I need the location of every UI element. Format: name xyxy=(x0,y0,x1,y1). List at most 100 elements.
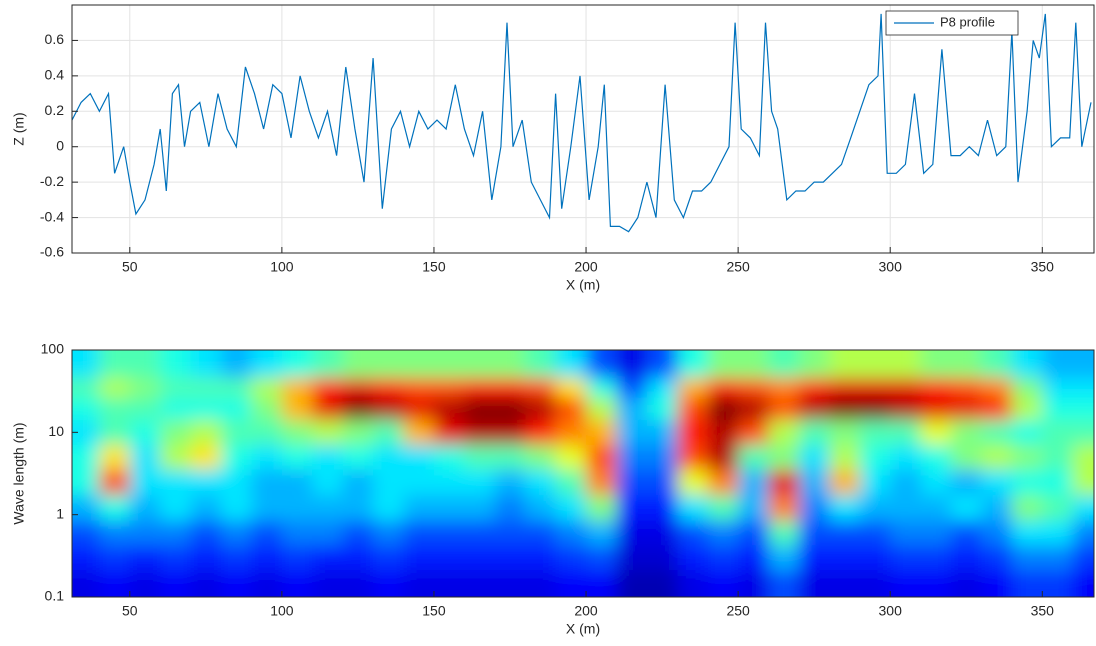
heatmap-cell xyxy=(1072,377,1094,399)
x-tick-label: 250 xyxy=(726,259,750,275)
y-tick-label: 100 xyxy=(41,341,65,357)
heatmap-cells xyxy=(72,350,1094,597)
heatmap-cell xyxy=(99,444,131,471)
heatmap-cell xyxy=(72,444,100,471)
heatmap-cell xyxy=(920,469,952,496)
heatmap-cell xyxy=(494,545,526,571)
heatmap-cell xyxy=(525,545,557,571)
heatmap-cell xyxy=(433,397,465,421)
heatmap-cell xyxy=(920,444,952,471)
heatmap-cell xyxy=(890,444,922,471)
heatmap-cell xyxy=(129,545,161,571)
heatmap-cell xyxy=(72,545,100,571)
heatmap-cell xyxy=(433,545,465,571)
heatmap-cell xyxy=(646,350,678,379)
heatmap-cell xyxy=(890,469,922,496)
heatmap-cell xyxy=(373,377,405,399)
heatmap-cell xyxy=(859,377,891,399)
heatmap-cell xyxy=(72,495,100,522)
heatmap-cell xyxy=(99,570,131,597)
heatmap-cell xyxy=(646,377,678,399)
heatmap-cell xyxy=(403,495,435,522)
heatmap-cell xyxy=(555,397,587,421)
heatmap-cell xyxy=(99,495,131,522)
heatmap-cell xyxy=(951,377,982,399)
heatmap-cell xyxy=(616,570,648,597)
heatmap-cell xyxy=(494,397,526,421)
heatmap-cell xyxy=(920,495,952,522)
heatmap-cell xyxy=(1042,469,1074,496)
heatmap-cell xyxy=(251,469,283,496)
heatmap-cell xyxy=(342,495,374,522)
heatmap-cell xyxy=(251,570,283,597)
heatmap-cell xyxy=(160,545,192,571)
heatmap-cell xyxy=(342,377,374,399)
heatmap-cell xyxy=(768,350,800,379)
heatmap-cell xyxy=(768,444,800,471)
heatmap-cell xyxy=(281,444,313,471)
heatmap-cell xyxy=(1011,350,1043,379)
heatmap-cell xyxy=(1072,570,1094,597)
heatmap-cell xyxy=(281,419,313,446)
heatmap-cell xyxy=(72,377,100,399)
heatmap-cell xyxy=(1011,397,1043,421)
heatmap-cell xyxy=(160,377,192,399)
x-axis-label: X (m) xyxy=(566,277,600,293)
heatmap-cell xyxy=(464,469,496,496)
heatmap-cell xyxy=(99,469,131,496)
heatmap-cell xyxy=(555,570,587,597)
heatmap-cell xyxy=(403,444,435,471)
heatmap-cell xyxy=(494,469,526,496)
heatmap-cell xyxy=(768,397,800,421)
heatmap-cell xyxy=(129,570,161,597)
heatmap-cell xyxy=(981,350,1013,379)
heatmap-cell xyxy=(403,350,435,379)
heatmap-cell xyxy=(555,520,587,546)
heatmap-cell xyxy=(738,444,770,471)
heatmap-cell xyxy=(251,419,283,446)
heatmap-cell xyxy=(221,377,252,399)
heatmap-cell xyxy=(677,350,709,379)
axes-frame xyxy=(71,4,1095,254)
heatmap-cell xyxy=(464,570,496,597)
heatmap-cell xyxy=(403,377,435,399)
heatmap-cell xyxy=(616,545,648,571)
heatmap-cell xyxy=(677,419,709,446)
heatmap-cell xyxy=(464,397,496,421)
heatmap-cell xyxy=(951,397,982,421)
heatmap-cell xyxy=(99,397,131,421)
x-tick-label: 100 xyxy=(270,259,294,275)
heatmap-cell xyxy=(99,377,131,399)
heatmap-cell xyxy=(951,570,982,597)
x-tick-label: 200 xyxy=(574,259,598,275)
heatmap-cell xyxy=(829,570,861,597)
heatmap-cell xyxy=(859,495,891,522)
heatmap-cell xyxy=(768,520,800,546)
heatmap-cell xyxy=(555,444,587,471)
heatmap-cell xyxy=(707,495,739,522)
heatmap-cell xyxy=(707,397,739,421)
heatmap-cell xyxy=(981,545,1013,571)
heatmap-cell xyxy=(403,419,435,446)
heatmap-cell xyxy=(221,444,252,471)
heatmap-cell xyxy=(555,469,587,496)
heatmap-cell xyxy=(981,495,1013,522)
x-tick-label: 50 xyxy=(122,259,138,275)
heatmap-cell xyxy=(373,570,405,597)
heatmap-cell xyxy=(190,377,222,399)
heatmap-cell xyxy=(890,570,922,597)
heatmap-cell xyxy=(525,520,557,546)
heatmap-cell xyxy=(160,444,192,471)
heatmap-cell xyxy=(798,545,830,571)
x-tick-label: 350 xyxy=(1031,259,1055,275)
heatmap-cell xyxy=(525,377,557,399)
heatmap-cell xyxy=(190,495,222,522)
heatmap-cell xyxy=(433,350,465,379)
heatmap-cell xyxy=(160,350,192,379)
heatmap-cell xyxy=(586,377,617,399)
heatmap-cell xyxy=(677,469,709,496)
x-tick-label: 100 xyxy=(270,603,294,619)
heatmap-cell xyxy=(72,469,100,496)
heatmap-cell xyxy=(555,495,587,522)
heatmap-cell xyxy=(798,495,830,522)
